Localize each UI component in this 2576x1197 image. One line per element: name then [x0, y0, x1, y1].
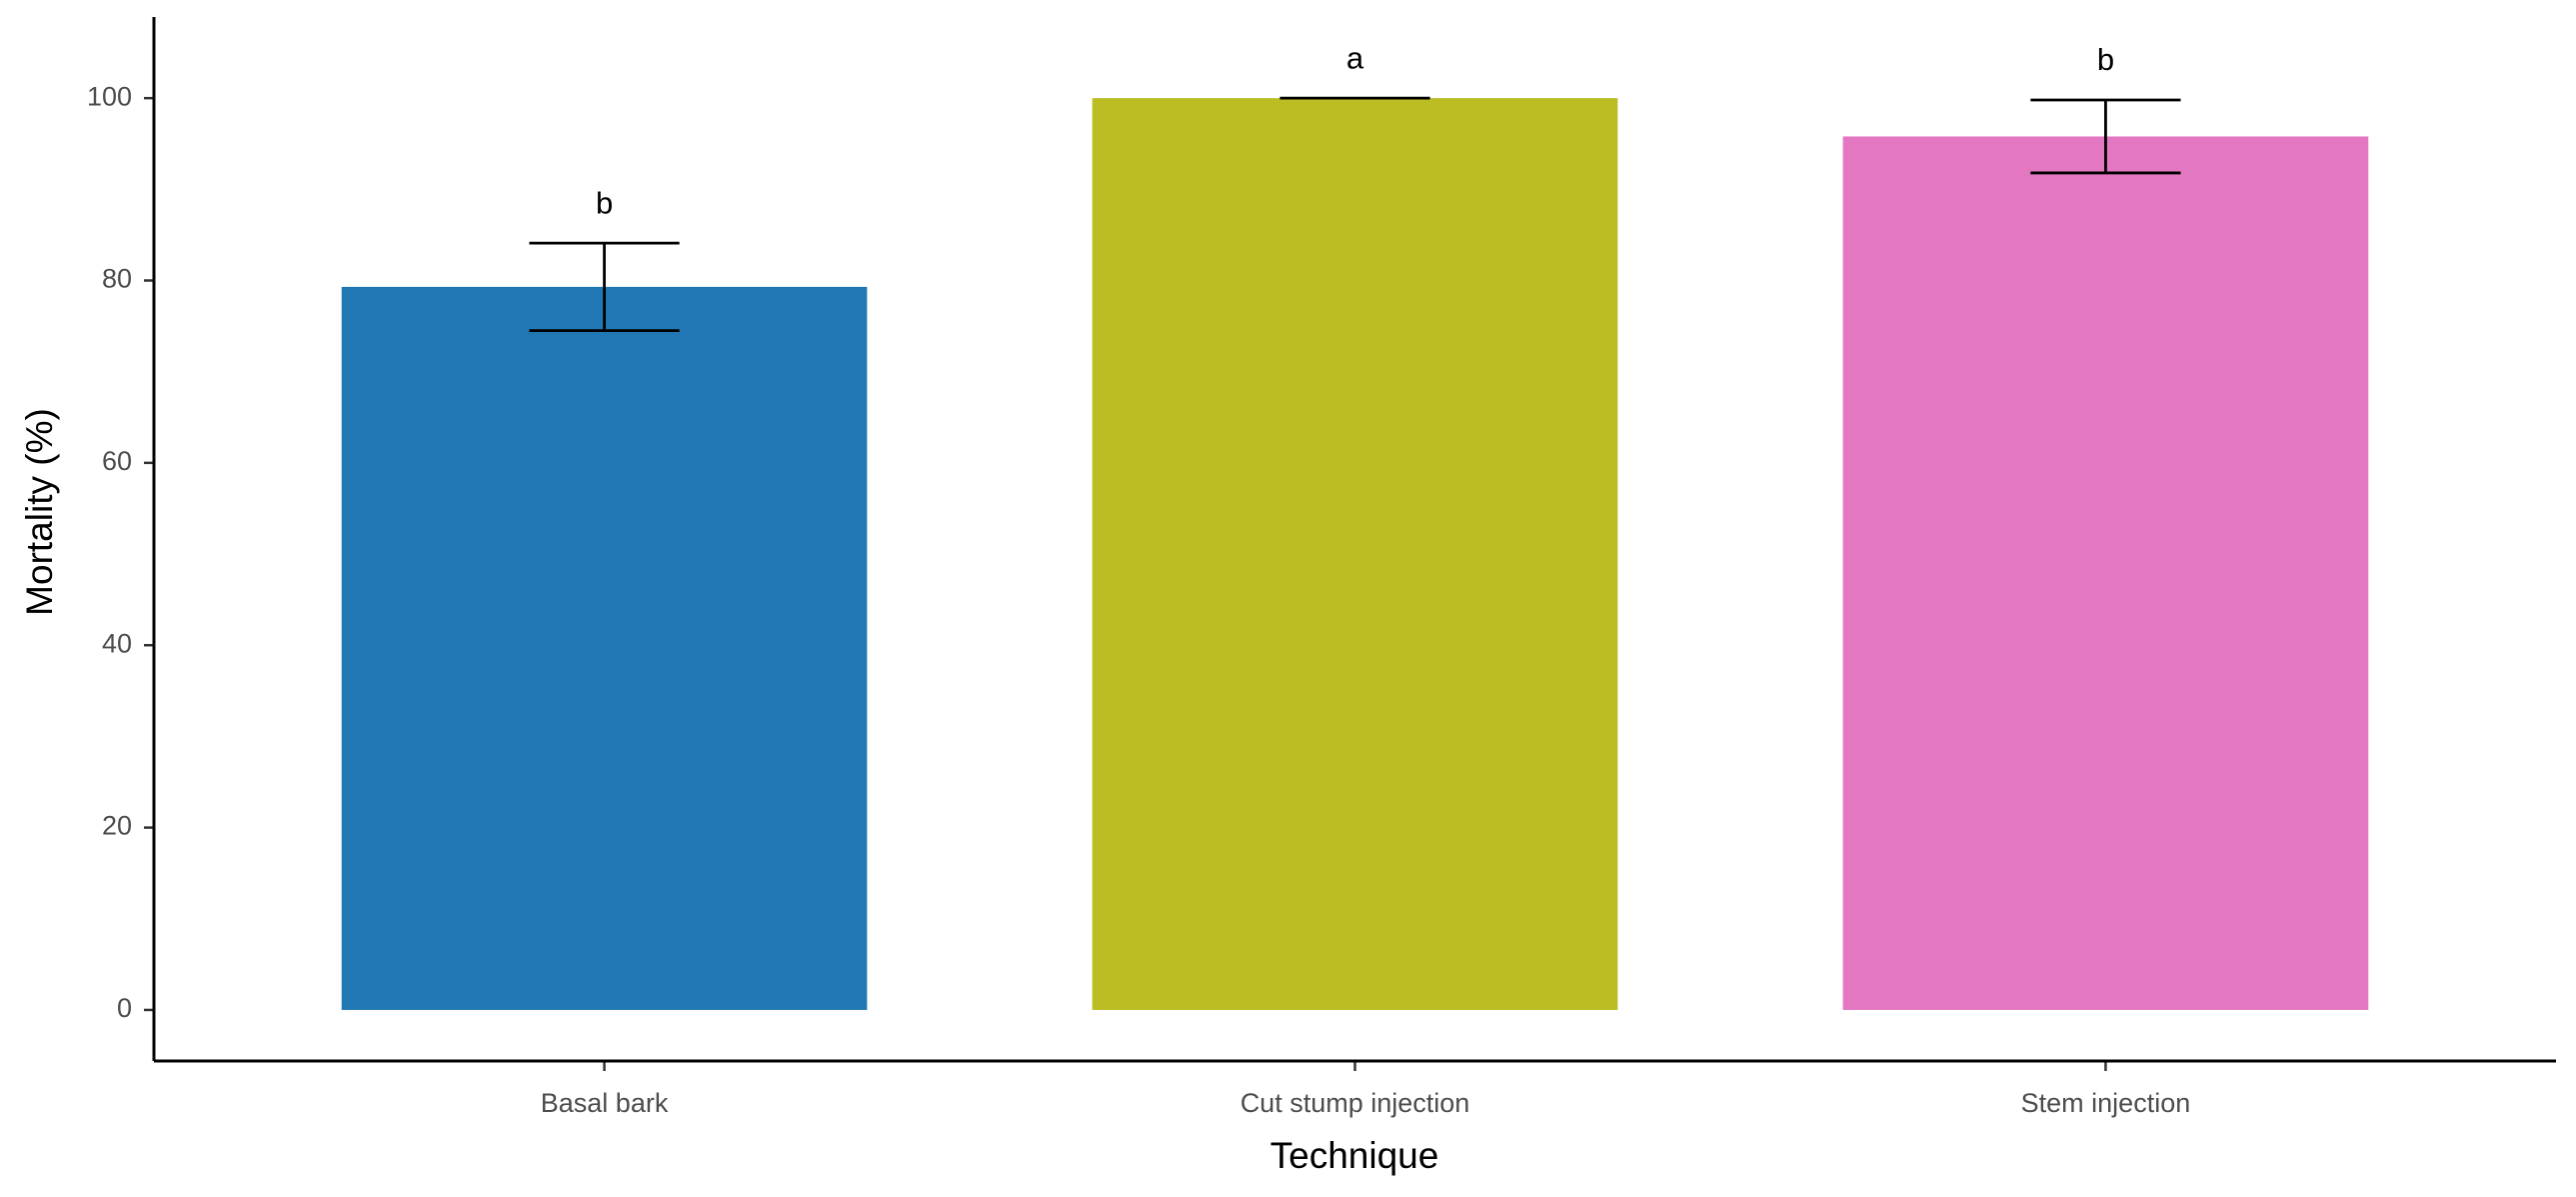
y-tick-label: 100: [87, 81, 132, 111]
y-tick-label: 0: [117, 993, 132, 1023]
x-tick-label: Basal bark: [541, 1088, 669, 1118]
x-axis-title: Technique: [1271, 1135, 1439, 1176]
significance-letter: b: [596, 185, 613, 220]
y-tick-label: 80: [102, 264, 132, 294]
significance-letter: b: [2097, 42, 2114, 77]
error-bar: [529, 241, 680, 333]
y-tick-label: 20: [102, 811, 132, 841]
bar: [1842, 136, 2369, 1010]
y-tick-label: 60: [102, 446, 132, 476]
y-axis-title: Mortality (%): [19, 408, 60, 616]
significance-letter: a: [1346, 40, 1364, 75]
bar: [341, 286, 868, 1010]
error-bar: [2030, 98, 2181, 175]
y-tick-label: 40: [102, 628, 132, 658]
x-tick-label: Stem injection: [2021, 1088, 2191, 1118]
bar: [1092, 98, 1618, 1010]
x-tick-label: Cut stump injection: [1241, 1088, 1470, 1118]
